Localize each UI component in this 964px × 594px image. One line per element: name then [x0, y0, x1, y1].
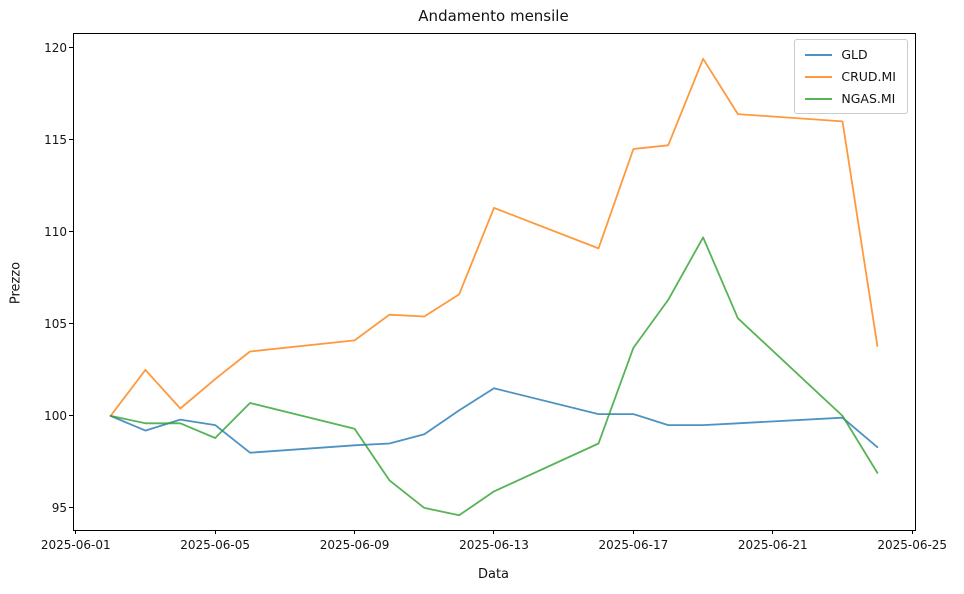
y-tick-mark: [69, 231, 73, 233]
y-tick-mark: [69, 507, 73, 509]
y-tick-label: 95: [51, 500, 67, 515]
legend: GLD CRUD.MI NGAS.MI: [794, 39, 908, 114]
x-tick-label: 2025-06-17: [598, 538, 669, 552]
legend-label: NGAS.MI: [841, 91, 896, 106]
plot-area: 2025-06-01 2025-06-05 2025-06-09 2025-06-13…: [41, 33, 947, 552]
legend-label: GLD: [841, 47, 868, 62]
y-tick-mark: [69, 323, 73, 325]
x-tick-label: 2025-06-01: [40, 538, 111, 552]
x-tick-mark: [772, 530, 774, 534]
x-tick-label: 2025-06-09: [319, 538, 390, 552]
x-tick-mark: [75, 530, 77, 534]
series-line-GLD: [109, 387, 879, 454]
y-tick-label: 120: [44, 40, 67, 55]
x-tick-mark: [911, 530, 913, 534]
x-tick-label: 2025-06-05: [180, 538, 251, 552]
y-tick-mark: [69, 47, 73, 49]
legend-item-CRUD.MI: CRUD.MI: [805, 69, 896, 84]
legend-line-sample: [805, 97, 833, 100]
y-tick-mark: [69, 415, 73, 417]
x-tick-mark: [493, 530, 495, 534]
chart-title: Andamento mensile: [418, 7, 569, 25]
y-tick-mark: [69, 139, 73, 141]
x-tick-mark: [214, 530, 216, 534]
legend-line-sample: [805, 53, 833, 56]
x-tick-label: 2025-06-25: [877, 538, 948, 552]
y-tick-label: 100: [44, 408, 67, 423]
y-tick-label: 105: [44, 316, 67, 331]
legend-line-sample: [805, 75, 833, 78]
series-line-NGAS.MI: [109, 236, 879, 517]
series-line-CRUD.MI: [109, 57, 879, 417]
x-tick-label: 2025-06-21: [737, 538, 808, 552]
legend-item-NGAS.MI: NGAS.MI: [805, 91, 896, 106]
y-tick-label: 115: [44, 132, 67, 147]
x-tick-mark: [632, 530, 634, 534]
x-tick-mark: [354, 530, 356, 534]
legend-label: CRUD.MI: [841, 69, 896, 84]
x-tick-label: 2025-06-13: [459, 538, 529, 552]
line-chart: [109, 57, 879, 517]
y-tick-label: 110: [44, 224, 67, 239]
y-axis-label: Prezzo: [8, 261, 24, 305]
legend-item-GLD: GLD: [805, 47, 896, 62]
x-axis-label: Data: [477, 567, 510, 582]
